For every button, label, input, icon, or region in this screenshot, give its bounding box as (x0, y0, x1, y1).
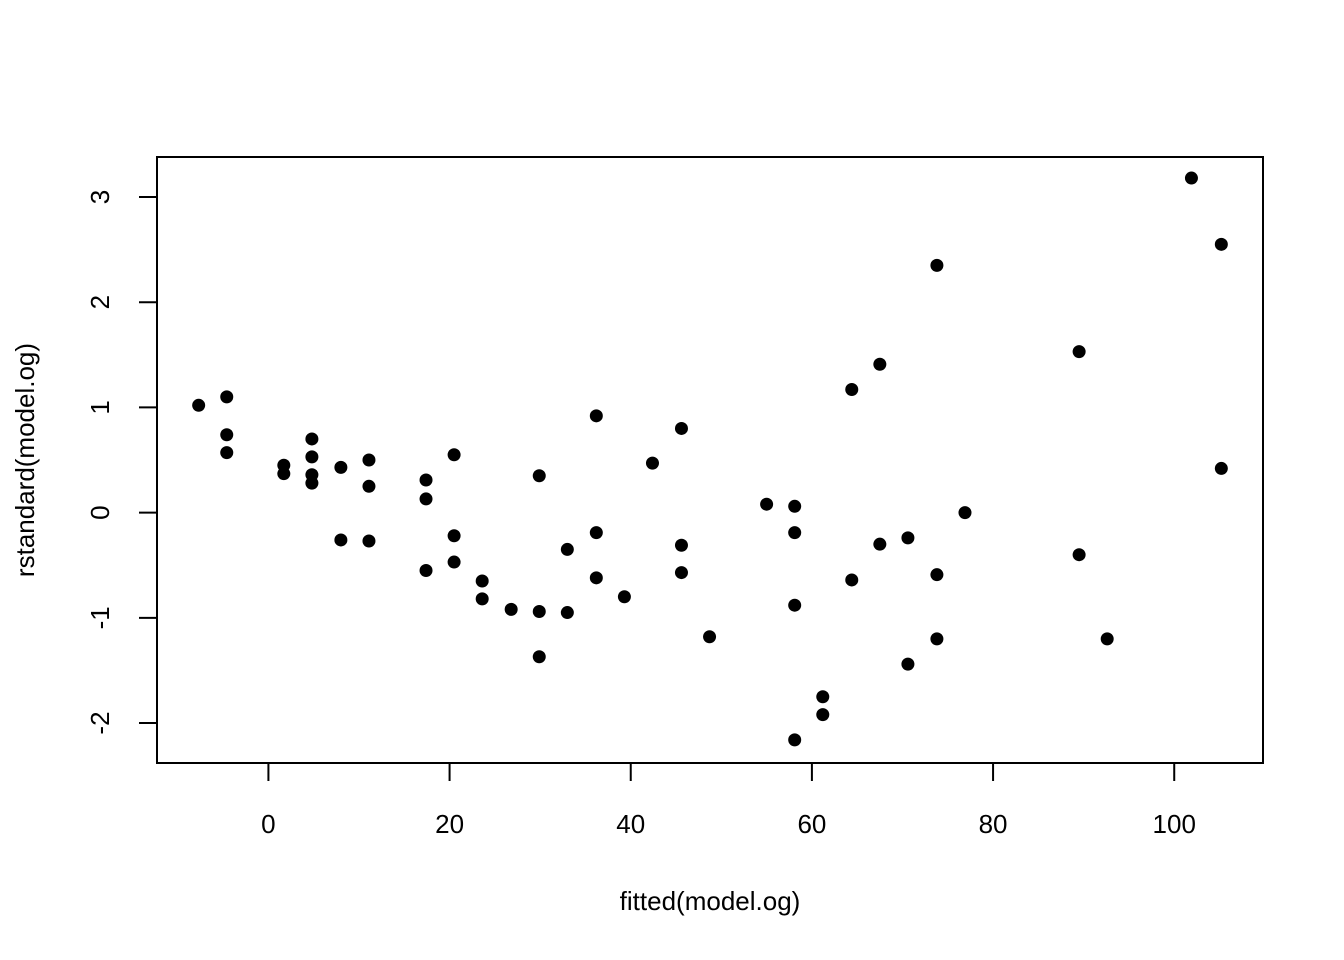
data-point (674, 421, 688, 435)
data-point (589, 409, 603, 423)
data-point (1184, 171, 1198, 185)
data-point (674, 566, 688, 580)
data-point (447, 529, 461, 543)
data-point (930, 632, 944, 646)
data-point (1100, 632, 1114, 646)
y-tick-label: 2 (85, 295, 115, 309)
data-point (930, 258, 944, 272)
data-point (1072, 548, 1086, 562)
x-axis-label: fitted(model.og) (620, 886, 801, 916)
data-point (645, 456, 659, 470)
x-tick-label: 100 (1153, 809, 1196, 839)
data-point (901, 531, 915, 545)
data-point (475, 574, 489, 588)
data-point (873, 537, 887, 551)
data-point (504, 602, 518, 616)
x-tick-label: 20 (435, 809, 464, 839)
data-point (277, 467, 291, 481)
data-point (703, 630, 717, 644)
y-axis: -2 -1 0 1 2 3 (85, 190, 158, 735)
y-tick-label: -1 (85, 606, 115, 629)
plot-frame (156, 156, 1264, 764)
data-point (362, 479, 376, 493)
data-point (475, 592, 489, 606)
data-point (305, 476, 319, 490)
x-tick-label: 40 (616, 809, 645, 839)
x-tick-label: 0 (261, 809, 275, 839)
data-point (419, 563, 433, 577)
data-points (192, 171, 1228, 747)
data-point (617, 590, 631, 604)
y-tick-label: -2 (85, 711, 115, 734)
data-point (334, 460, 348, 474)
x-tick-label: 80 (979, 809, 1008, 839)
data-point (419, 492, 433, 506)
data-point (560, 542, 574, 556)
data-point (816, 708, 830, 722)
y-tick-label: 3 (85, 190, 115, 204)
data-point (419, 473, 433, 487)
data-point (589, 571, 603, 585)
data-point (674, 538, 688, 552)
data-point (788, 499, 802, 513)
data-point (220, 428, 234, 442)
data-point (560, 606, 574, 620)
data-point (220, 390, 234, 404)
data-point (901, 657, 915, 671)
y-tick-label: 0 (85, 505, 115, 519)
data-point (362, 534, 376, 548)
data-point (532, 605, 546, 618)
data-point (845, 383, 859, 397)
data-point (1214, 461, 1228, 475)
data-point (958, 506, 972, 520)
data-point (1214, 237, 1228, 251)
data-point (334, 533, 348, 547)
data-point (788, 526, 802, 540)
x-axis: 0 20 40 60 80 100 (261, 762, 1196, 839)
data-point (873, 357, 887, 371)
data-point (362, 453, 376, 467)
data-point (788, 733, 802, 747)
data-point (760, 497, 774, 511)
data-point (532, 469, 546, 483)
data-point (816, 690, 830, 704)
data-point (220, 446, 234, 460)
data-point (845, 573, 859, 587)
data-point (1072, 345, 1086, 359)
data-point (930, 568, 944, 582)
data-point (192, 398, 206, 412)
data-point (305, 450, 319, 464)
data-point (447, 448, 461, 462)
x-tick-label: 60 (797, 809, 826, 839)
data-point (305, 432, 319, 446)
data-point (589, 526, 603, 540)
y-tick-label: 1 (85, 400, 115, 414)
data-point (788, 598, 802, 612)
data-point (532, 650, 546, 664)
y-axis-label: rstandard(model.og) (10, 343, 40, 577)
data-point (447, 555, 461, 569)
